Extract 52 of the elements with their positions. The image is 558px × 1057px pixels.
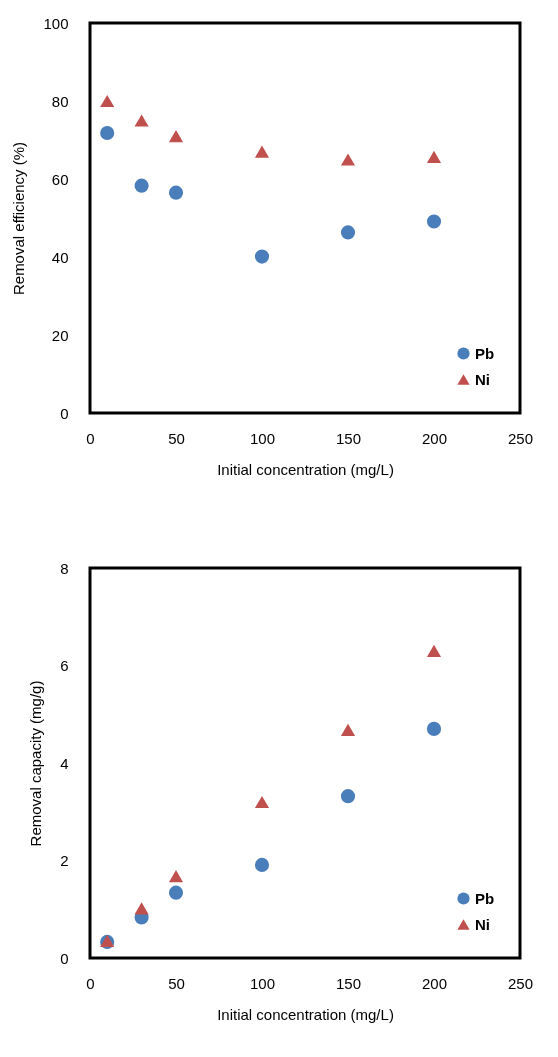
x-tick-label: 100 <box>249 974 276 992</box>
y-tick-label: 4 <box>60 754 69 772</box>
y-tick-label: 6 <box>60 657 69 674</box>
point <box>134 114 149 127</box>
y-tick-label: 100 <box>43 14 69 32</box>
x-tick-label: 0 <box>86 974 95 992</box>
point <box>426 721 442 736</box>
point <box>426 644 442 657</box>
x-tick-label: 250 <box>507 429 534 447</box>
point <box>254 857 270 872</box>
point <box>254 145 270 158</box>
point <box>254 249 270 264</box>
legend-label: Ni <box>475 915 490 933</box>
x-axis-title: Initial concentration (mg/L) <box>217 1005 394 1023</box>
point <box>340 225 356 240</box>
point <box>168 885 184 900</box>
point <box>168 869 184 883</box>
y-tick-label: 8 <box>60 559 69 577</box>
y-tick-label: 40 <box>51 248 69 266</box>
point <box>134 902 149 915</box>
y-tick-label: 20 <box>51 326 69 344</box>
point <box>134 178 149 193</box>
x-tick-label: 50 <box>168 974 185 992</box>
y-tick-label: 80 <box>51 92 69 110</box>
point <box>100 94 115 108</box>
x-tick-label: 100 <box>249 429 276 447</box>
point <box>340 723 356 736</box>
y-tick-label: 0 <box>60 949 69 967</box>
y-axis-title: Removal efficiency (%) <box>10 141 28 296</box>
point <box>254 795 270 809</box>
x-tick-label: 50 <box>168 429 185 447</box>
point <box>168 185 184 200</box>
x-tick-label: 200 <box>421 974 448 992</box>
legend-label: Ni <box>475 370 490 388</box>
x-tick-label: 200 <box>421 429 448 447</box>
point <box>340 153 356 166</box>
x-axis-title: Initial concentration (mg/L) <box>217 460 394 478</box>
point <box>340 789 356 804</box>
point <box>100 125 115 141</box>
point <box>168 129 184 143</box>
x-tick-label: 150 <box>335 974 362 992</box>
y-tick-label: 2 <box>60 852 69 869</box>
point <box>426 214 442 229</box>
y-tick-label: 0 <box>60 404 69 422</box>
x-tick-label: 250 <box>507 974 534 992</box>
y-tick-label: 60 <box>51 170 69 188</box>
legend-label: Pb <box>475 889 495 907</box>
y-axis-title: Removal capacity (mg/g) <box>27 680 45 847</box>
point <box>426 150 442 163</box>
x-tick-label: 150 <box>335 429 362 447</box>
legend-label: Pb <box>475 344 495 362</box>
x-tick-label: 0 <box>86 429 95 447</box>
